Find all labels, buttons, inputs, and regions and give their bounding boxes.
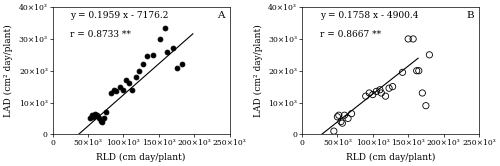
Point xyxy=(369,93,377,96)
Point xyxy=(102,111,110,113)
X-axis label: RLD (cm day/plant): RLD (cm day/plant) xyxy=(96,153,186,162)
Point xyxy=(89,116,97,118)
Point xyxy=(344,117,352,120)
Point xyxy=(337,120,345,123)
Point xyxy=(376,88,384,91)
Text: y = 0.1959 x - 7176.2: y = 0.1959 x - 7176.2 xyxy=(70,11,169,20)
Text: B: B xyxy=(466,11,473,20)
Point xyxy=(330,130,338,132)
Point xyxy=(378,92,386,94)
Point xyxy=(110,88,118,91)
Point xyxy=(100,116,108,119)
Point xyxy=(398,71,406,74)
Text: y = 0.1758 x - 4900.4: y = 0.1758 x - 4900.4 xyxy=(320,11,418,20)
Point xyxy=(122,79,130,82)
Point xyxy=(138,63,146,66)
Point xyxy=(335,114,343,117)
Point xyxy=(409,38,417,40)
Point xyxy=(132,76,140,78)
Point xyxy=(426,53,434,56)
Point xyxy=(338,122,346,124)
Point xyxy=(178,63,186,66)
Point xyxy=(412,69,420,72)
Point xyxy=(128,88,136,91)
Point xyxy=(149,53,157,56)
Point xyxy=(106,92,114,94)
Text: r = 0.8733 **: r = 0.8733 ** xyxy=(70,30,132,39)
Point xyxy=(156,38,164,40)
Point xyxy=(98,121,106,124)
Text: r = 0.8667 **: r = 0.8667 ** xyxy=(320,30,381,39)
Point xyxy=(116,85,124,88)
Point xyxy=(415,69,423,72)
Y-axis label: LAD (cm² day/plant): LAD (cm² day/plant) xyxy=(4,24,14,117)
Point xyxy=(362,95,370,97)
Point xyxy=(385,87,393,89)
Point xyxy=(372,90,380,93)
Point xyxy=(112,90,120,93)
Point xyxy=(418,92,426,94)
Text: A: A xyxy=(217,11,224,20)
Point xyxy=(143,55,151,58)
Point xyxy=(125,82,133,85)
Point xyxy=(348,112,356,115)
Point xyxy=(160,27,168,29)
Point xyxy=(382,95,390,97)
Point xyxy=(91,112,99,115)
Point xyxy=(172,66,180,69)
Point xyxy=(135,69,143,72)
Y-axis label: LAD (cm² day/plant): LAD (cm² day/plant) xyxy=(254,24,262,117)
Point xyxy=(97,120,105,122)
Point xyxy=(164,50,172,53)
Point xyxy=(334,116,342,118)
Point xyxy=(86,117,94,120)
Point xyxy=(92,113,100,116)
Point xyxy=(169,47,177,50)
Point xyxy=(366,92,374,94)
X-axis label: RLD (cm day/plant): RLD (cm day/plant) xyxy=(346,153,435,162)
Point xyxy=(120,88,128,91)
Point xyxy=(94,116,102,119)
Point xyxy=(404,38,412,40)
Point xyxy=(422,104,430,107)
Point xyxy=(388,85,396,88)
Point xyxy=(88,113,96,116)
Point xyxy=(340,114,348,117)
